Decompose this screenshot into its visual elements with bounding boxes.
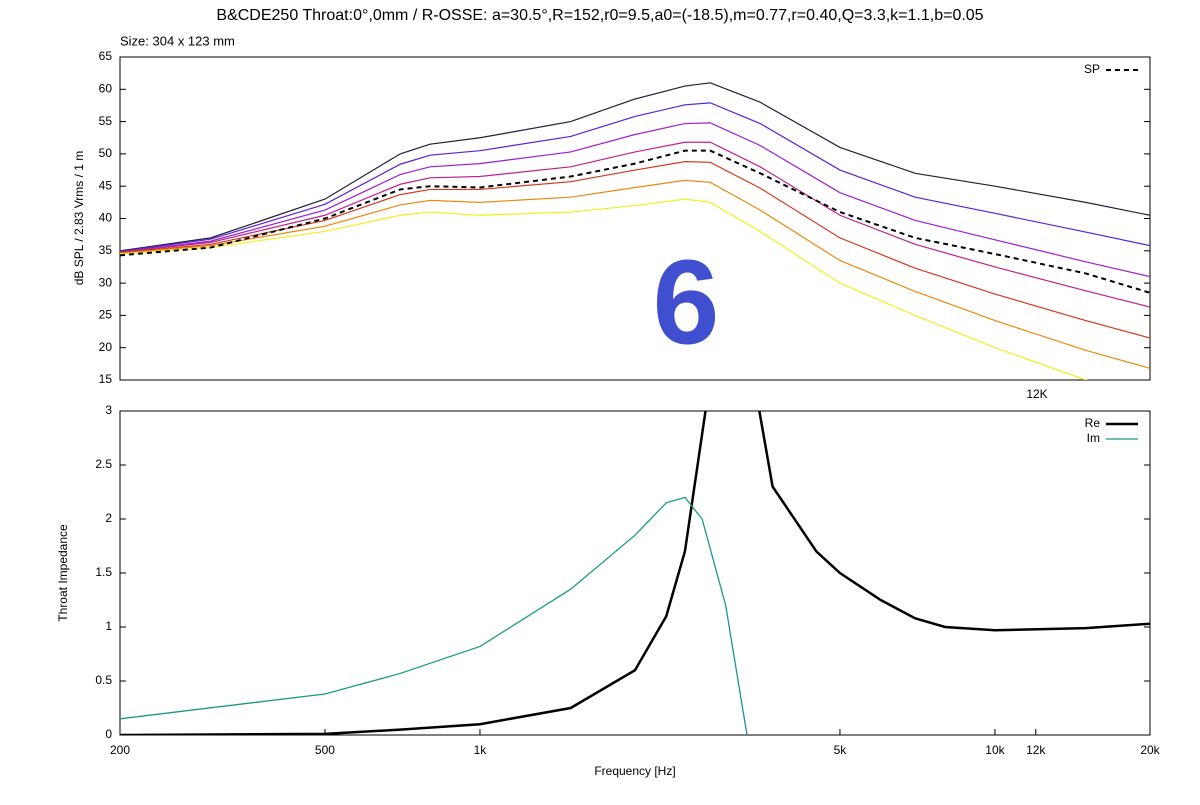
plot-frame — [119, 410, 1151, 736]
x-axis-label: Frequency [Hz] — [594, 764, 675, 778]
y-tick-label: 2 — [105, 511, 112, 525]
annotation: 12K — [1026, 387, 1047, 401]
x-tick-label: 1k — [474, 743, 488, 757]
y-tick-label: 2.5 — [95, 457, 112, 471]
y-axis-label: dB SPL / 2.83 Vrms / 1 m — [72, 151, 86, 286]
y-tick-label: 3 — [105, 403, 112, 417]
plot-lines — [120, 82, 1150, 380]
y-tick-label: 35 — [99, 243, 113, 257]
series-line — [120, 198, 1088, 380]
series-line — [120, 179, 1150, 369]
y-tick-label: 60 — [99, 81, 113, 95]
y-axis-label: Throat Impedance — [56, 524, 70, 622]
y-tick-label: 40 — [99, 211, 113, 225]
y-tick-label: 30 — [99, 275, 113, 289]
series-line — [120, 496, 748, 735]
chart-title: B&CDE250 Throat:0°,0mm / R-OSSE: a=30.5°… — [216, 7, 983, 24]
y-tick-label: 25 — [99, 308, 113, 322]
x-tick-label: 20k — [1140, 743, 1160, 757]
series-line — [120, 122, 1150, 278]
legend-label: Re — [1085, 416, 1101, 430]
y-tick-label: 1.5 — [95, 565, 112, 579]
subtitle: Size: 304 x 123 mm — [120, 33, 235, 48]
series-line — [120, 161, 1150, 339]
y-tick-label: 65 — [99, 49, 113, 63]
legend-label: Im — [1087, 431, 1100, 445]
x-tick-label: 200 — [110, 743, 130, 757]
series-line — [120, 102, 1150, 253]
x-tick-label: 5k — [834, 743, 848, 757]
y-tick-label: 55 — [99, 114, 113, 128]
x-tick-label: 12k — [1026, 743, 1046, 757]
series-line — [120, 149, 1150, 294]
y-tick-label: 0 — [105, 727, 112, 741]
series-line — [120, 411, 1150, 735]
y-tick-label: 0.5 — [95, 673, 112, 687]
legend-label: SP — [1084, 62, 1100, 76]
series-line — [120, 141, 1150, 308]
series-line — [120, 82, 1150, 252]
plot-frame — [119, 56, 1151, 381]
plot-lines — [120, 411, 1150, 735]
y-tick-label: 50 — [99, 146, 113, 160]
x-tick-label: 10k — [985, 743, 1005, 757]
x-tick-label: 500 — [315, 743, 335, 757]
y-tick-label: 20 — [99, 340, 113, 354]
y-tick-label: 15 — [99, 372, 113, 386]
y-tick-label: 45 — [99, 178, 113, 192]
annotation: 6 — [653, 236, 720, 370]
y-tick-label: 1 — [105, 619, 112, 633]
